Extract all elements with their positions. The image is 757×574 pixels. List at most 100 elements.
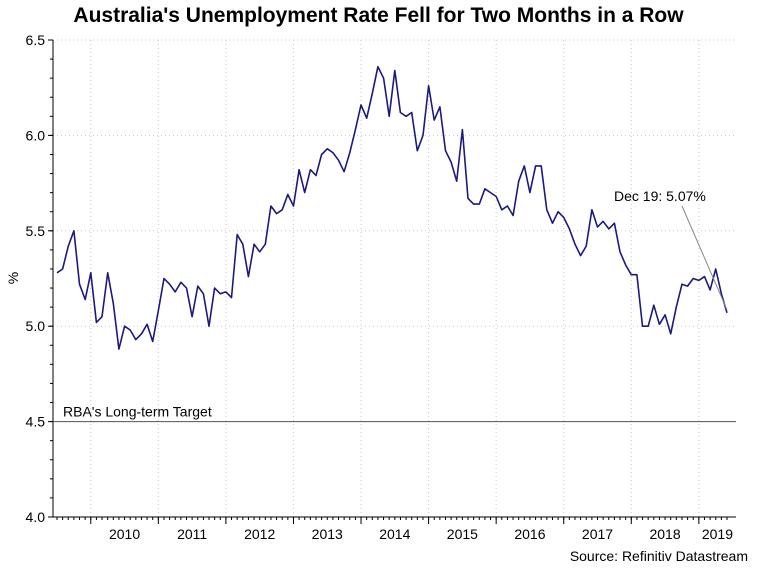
x-tick-label: 2010 [109,526,140,542]
data-point [517,180,519,182]
data-point [692,277,694,279]
data-point [298,169,300,171]
data-point [332,151,334,153]
data-point [95,321,97,323]
data-point [56,272,58,274]
data-point [101,315,103,317]
data-point [653,304,655,306]
data-point [563,216,565,218]
data-point [596,226,598,228]
data-point [225,291,227,293]
data-point [174,291,176,293]
data-point [281,209,283,211]
x-tick-label: 2015 [447,526,478,542]
data-point [163,277,165,279]
chart-title: Australia's Unemployment Rate Fell for T… [73,4,684,27]
data-point [467,197,469,199]
data-point [349,151,351,153]
data-point [416,149,418,151]
data-point [506,205,508,207]
data-point [343,170,345,172]
x-tick-label: 2018 [649,526,680,542]
data-point [664,314,666,316]
data-point [236,233,238,235]
data-point [591,209,593,211]
data-point [337,159,339,161]
data-point [501,209,503,211]
annotation-label: Dec 19: 5.07% [614,188,706,204]
x-tick-label: 2017 [582,526,613,542]
data-point [394,69,396,71]
data-point [726,312,728,314]
data-point [180,281,182,283]
data-point [292,205,294,207]
data-point [326,148,328,150]
data-point [658,323,660,325]
grid-lines [53,39,736,518]
data-point [242,243,244,245]
data-point [275,212,277,214]
data-point [472,203,474,205]
x-tick-label: 2016 [514,526,545,542]
data-point [213,287,215,289]
data-point [405,115,407,117]
x-tick-labels: 2010 2011 2012 2013 2014 2015 2016 2017 2018 2019 [109,526,733,542]
data-point [630,273,632,275]
data-point [264,243,266,245]
data-point [439,106,441,108]
data-point [382,77,384,79]
data-point [67,245,69,247]
data-point [444,149,446,151]
data-point [118,348,120,350]
data-point [388,115,390,117]
data-point [140,333,142,335]
data-point [529,191,531,193]
data-point [608,228,610,230]
data-point [484,188,486,190]
y-tick-label: 4.0 [26,509,46,525]
data-point [320,153,322,155]
data-point [230,296,232,298]
x-tick-label: 2011 [177,526,207,542]
data-point [84,298,86,300]
data-point [191,315,193,317]
series-line [56,65,728,350]
data-point [106,272,108,274]
y-tick-label: 6.0 [26,127,46,143]
data-point [253,243,255,245]
data-point [568,228,570,230]
source-note: Source: Refinitiv Datastream [569,548,748,564]
data-point [371,92,373,94]
data-point [641,325,643,327]
y-tick-label: 4.5 [26,414,46,430]
data-point [647,325,649,327]
data-point [411,111,413,113]
x-tick-label: 2019 [702,526,733,542]
data-point [315,174,317,176]
data-point [534,165,536,167]
data-point [489,191,491,193]
data-point [540,165,542,167]
data-point [675,306,677,308]
y-tick-label: 5.5 [26,223,46,239]
data-point [613,222,615,224]
data-point [208,325,210,327]
y-tick-label: 5.0 [26,318,46,334]
data-point [304,191,306,193]
data-point [461,128,463,130]
data-point [602,220,604,222]
data-point [90,272,92,274]
data-point [146,323,148,325]
data-point [399,111,401,113]
data-point [61,268,63,270]
x-tick-label: 2012 [244,526,275,542]
data-point [157,310,159,312]
data-point [168,283,170,285]
data-point [636,273,638,275]
data-point [585,245,587,247]
data-point [123,325,125,327]
data-point [135,338,137,340]
data-point [270,205,272,207]
reference-line-label: RBA's Long-term Target [63,404,212,420]
data-point [309,169,311,171]
